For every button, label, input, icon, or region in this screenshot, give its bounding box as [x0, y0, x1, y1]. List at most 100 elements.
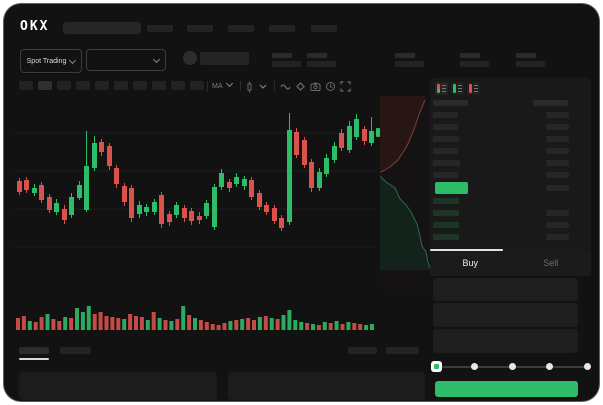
ask-row[interactable]: [430, 158, 591, 168]
volume-bar: [69, 318, 74, 330]
candle: [197, 212, 202, 224]
ask-row[interactable]: [430, 134, 591, 144]
orders-filter-placeholder[interactable]: [386, 347, 419, 354]
candle: [249, 177, 254, 200]
fullscreen-icon[interactable]: [340, 81, 351, 92]
ticker-stat-label: [272, 53, 292, 58]
candle: [77, 181, 82, 200]
orderbook-mode-combined-icon[interactable]: [435, 82, 448, 95]
ask-row[interactable]: [430, 110, 591, 120]
amount-input[interactable]: [433, 303, 578, 327]
bid-amount-bar: [546, 234, 569, 240]
timeframe-button[interactable]: [57, 81, 71, 90]
candle: [47, 194, 52, 213]
bid-price-bar: [433, 198, 459, 204]
candle: [257, 190, 262, 210]
volume-bar: [257, 317, 262, 330]
ask-row[interactable]: [430, 146, 591, 156]
slider-stop[interactable]: [471, 363, 478, 370]
timeframe-button[interactable]: [152, 81, 166, 90]
candle: [287, 113, 292, 225]
history-clock-icon[interactable]: [325, 81, 336, 92]
pair-selector-dropdown[interactable]: [86, 49, 166, 71]
orders-tab-active-placeholder[interactable]: [19, 347, 49, 354]
total-input[interactable]: [433, 329, 578, 353]
buy-button[interactable]: [435, 381, 578, 397]
volume-bar: [21, 316, 26, 330]
orders-tab-placeholder[interactable]: [60, 347, 91, 354]
bid-row[interactable]: [430, 220, 591, 230]
ask-amount-bar: [546, 124, 569, 130]
indicator-ma-button[interactable]: MA: [212, 79, 233, 90]
candle: [219, 169, 224, 190]
ticker-stat-value: [460, 61, 489, 67]
candle: [84, 131, 89, 212]
bid-row[interactable]: [430, 232, 591, 242]
volume-bar: [116, 318, 121, 330]
timeframe-button[interactable]: [76, 81, 90, 90]
bid-row[interactable]: [430, 196, 591, 206]
orders-panel-right: [228, 372, 425, 400]
price-input[interactable]: [433, 278, 578, 301]
timeframe-button[interactable]: [114, 81, 128, 90]
ask-row[interactable]: [430, 170, 591, 180]
orderbook-mode-asks-icon[interactable]: [467, 82, 480, 95]
candle: [362, 126, 367, 145]
volume-bar: [328, 323, 333, 330]
ask-row[interactable]: [430, 122, 591, 132]
draw-tools-icon[interactable]: [295, 81, 306, 92]
bid-row[interactable]: [430, 208, 591, 218]
slider-stop[interactable]: [508, 363, 516, 370]
volume-bar: [16, 318, 20, 330]
topnav-link-placeholder[interactable]: [147, 25, 173, 32]
sell-tab[interactable]: Sell: [511, 249, 592, 276]
slider-stop[interactable]: [546, 363, 553, 370]
timeframe-button[interactable]: [19, 81, 33, 90]
current-price-marker: [376, 128, 380, 137]
active-trade-tab-indicator: [430, 249, 503, 251]
orderbook-mode-bids-icon[interactable]: [451, 82, 464, 95]
bid-price-bar: [433, 222, 459, 228]
volume-bar: [86, 306, 91, 330]
slider-stop[interactable]: [583, 363, 591, 370]
volume-bar: [299, 322, 304, 330]
topnav-link-placeholder[interactable]: [187, 25, 213, 32]
candle: [324, 154, 329, 177]
volume-bar: [128, 314, 133, 330]
candle: [242, 176, 247, 190]
timeframe-button[interactable]: [190, 81, 204, 90]
camera-icon[interactable]: [310, 81, 321, 92]
slider-handle[interactable]: [431, 361, 442, 372]
pair-coin-icon: [183, 51, 197, 65]
candle: [339, 129, 344, 151]
market-type-dropdown[interactable]: Spot Trading: [20, 49, 82, 73]
candle: [264, 202, 269, 215]
candle: [302, 137, 307, 168]
ticker-stat-label: [395, 53, 415, 58]
orders-filter-placeholder[interactable]: [348, 347, 377, 354]
topnav-link-placeholder[interactable]: [228, 25, 254, 32]
timeframe-button[interactable]: [171, 81, 185, 90]
toolbar-divider: [240, 81, 241, 91]
global-search-input[interactable]: [63, 22, 141, 34]
candle-style-button[interactable]: [246, 80, 270, 98]
timeframe-button[interactable]: [95, 81, 109, 90]
bid-price-bar: [433, 234, 459, 240]
ticker-stat-value: [516, 61, 545, 67]
volume-bar: [228, 321, 233, 330]
topnav-link-placeholder[interactable]: [311, 25, 337, 32]
candle: [17, 178, 22, 195]
timeframe-button[interactable]: [133, 81, 147, 90]
timeframe-button[interactable]: [38, 81, 52, 90]
volume-bar: [110, 317, 115, 330]
volume-bar: [139, 317, 144, 330]
ask-amount-bar: [546, 160, 569, 166]
topnav-link-placeholder[interactable]: [269, 25, 295, 32]
volume-bar: [322, 322, 327, 330]
line-overlay-icon[interactable]: [280, 81, 291, 92]
volume-bar: [104, 316, 109, 330]
candlestick-chart: [14, 113, 378, 248]
ticker-stat-label: [307, 53, 327, 58]
candle: [159, 192, 164, 228]
buy-tab[interactable]: Buy: [430, 249, 511, 276]
